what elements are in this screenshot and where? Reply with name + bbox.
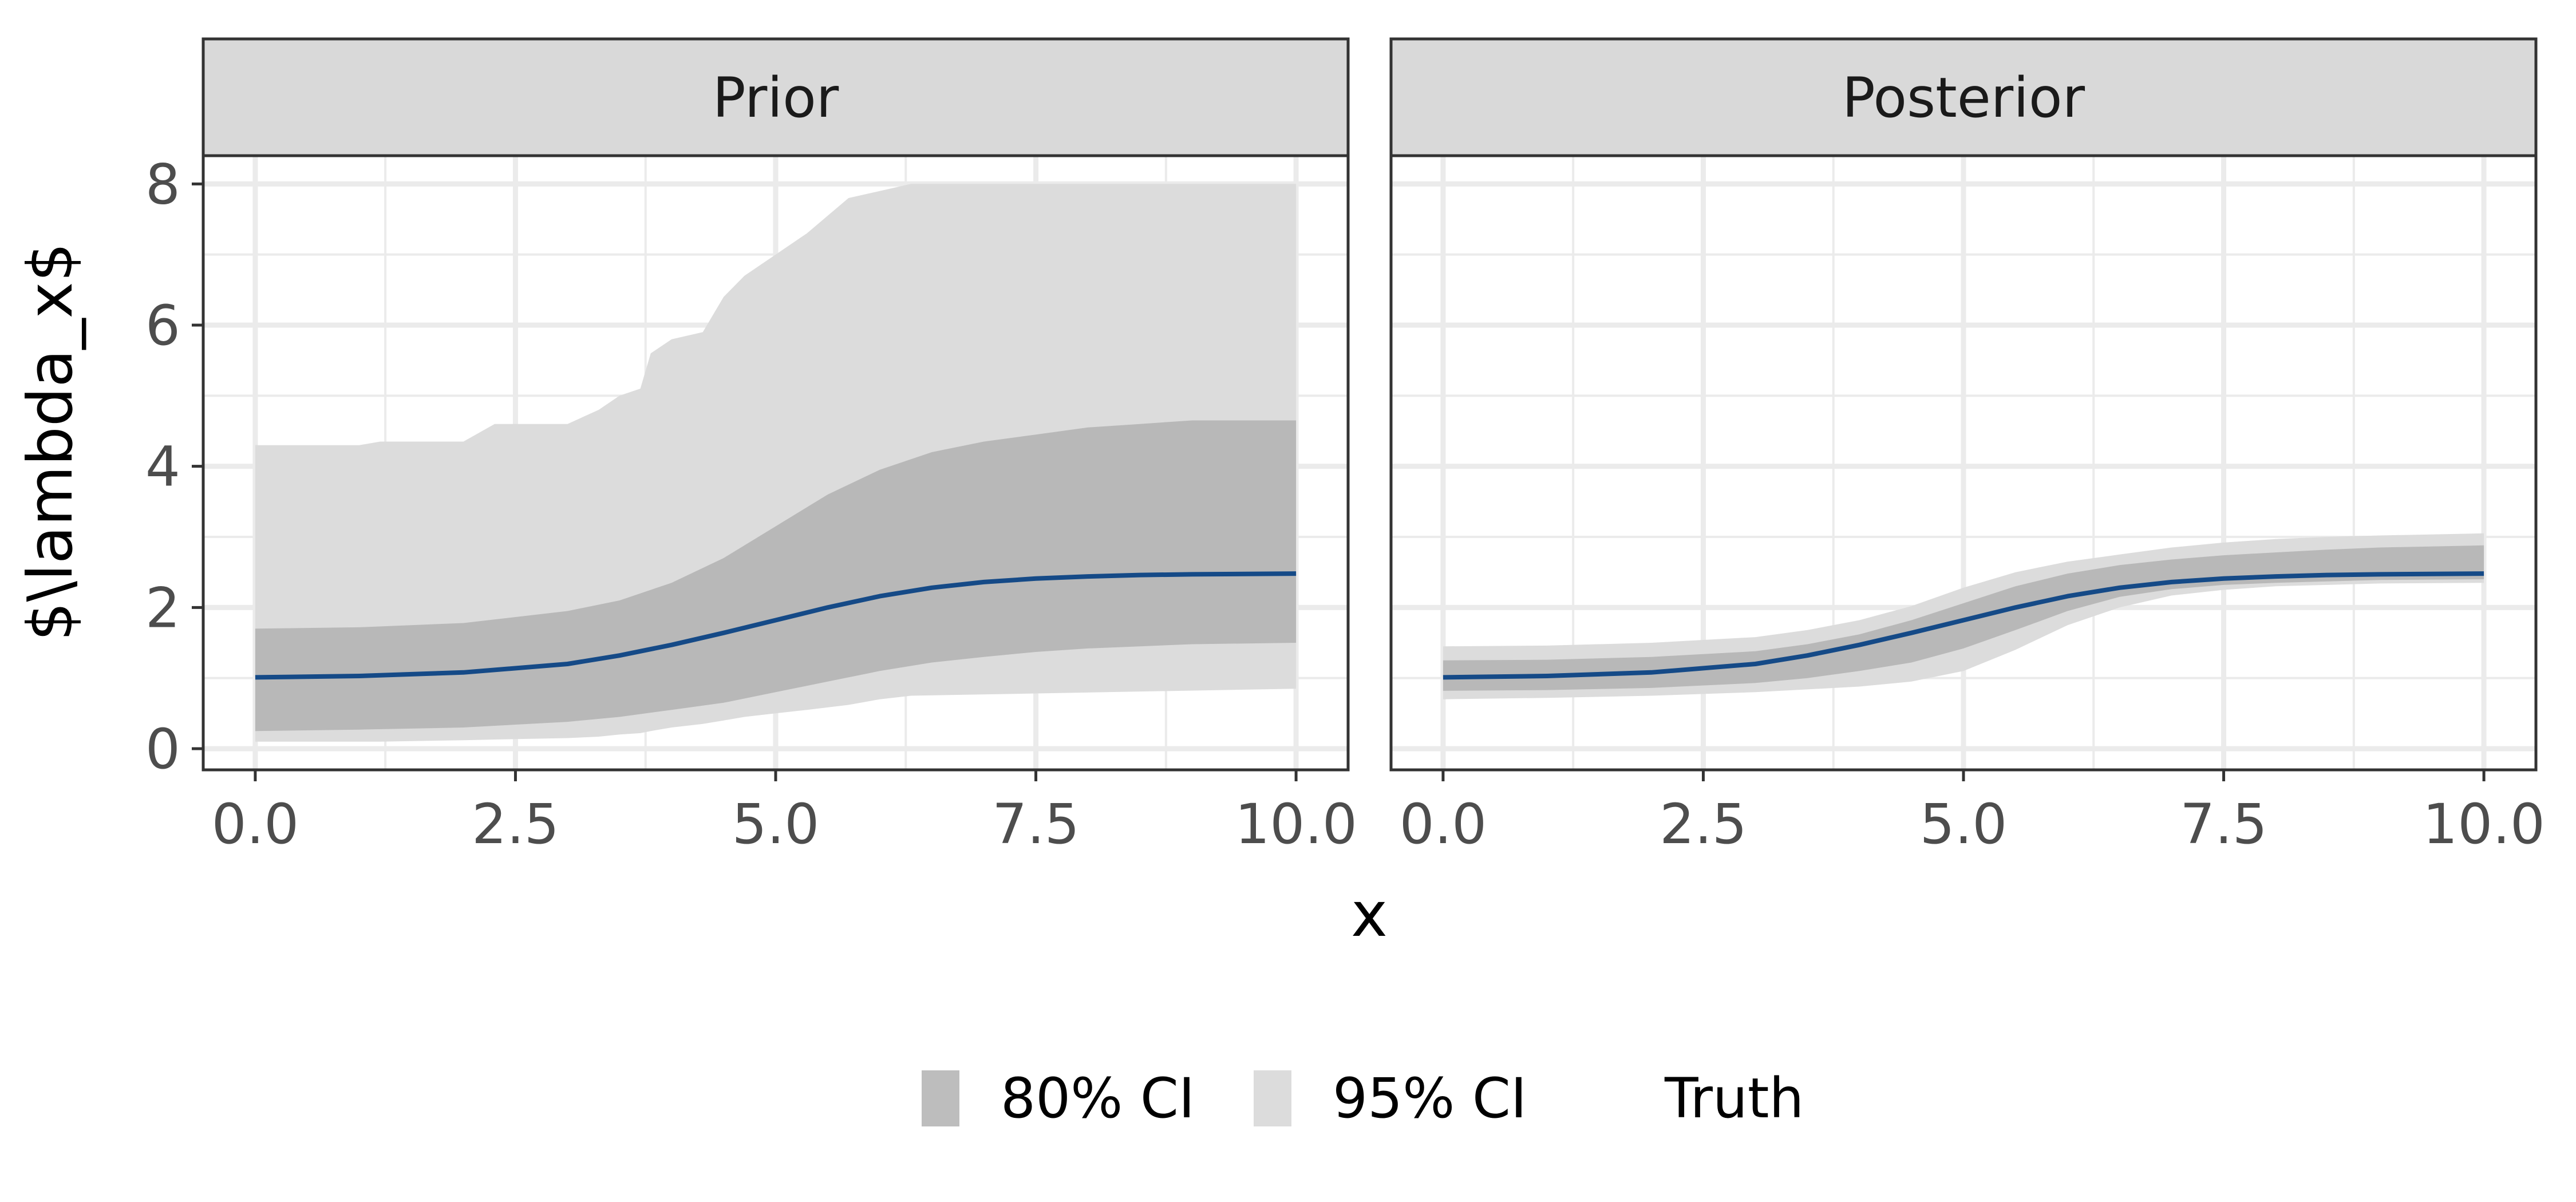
x-tick-label: 2.5: [1660, 792, 1747, 856]
x-tick-label: 5.0: [1920, 792, 2008, 856]
x-tick-label: 2.5: [472, 792, 559, 856]
ci80-band: [255, 420, 1297, 732]
y-axis-title: $\lambda_x$: [15, 243, 86, 641]
x-tick-label: 10.0: [2423, 792, 2545, 856]
legend-key-ci95: [1254, 1070, 1291, 1126]
panel-posterior: Posterior 0.0 2.5 5.0 7.5 10.0: [1389, 37, 2545, 856]
x-tick-label: 7.5: [992, 792, 1080, 856]
x-axis-title: x: [1351, 879, 1388, 951]
legend: 80% CI 95% CI Truth: [922, 1066, 1804, 1130]
legend-label: 80% CI: [1001, 1066, 1195, 1130]
x-tick-label: 5.0: [732, 792, 820, 856]
strip-label: Posterior: [1842, 66, 2085, 130]
y-tick-label: 2: [145, 576, 180, 640]
strip-background: [1389, 37, 2538, 157]
x-tick-label: 0.0: [212, 792, 299, 856]
strip-background: [202, 37, 1350, 157]
truth-line: [255, 571, 1297, 680]
y-tick-label: 6: [145, 294, 180, 358]
x-tick-label: 0.0: [1400, 792, 1487, 856]
x-tick-label: 7.5: [2180, 792, 2267, 856]
x-tick-label: 10.0: [1235, 792, 1357, 856]
legend-label: 95% CI: [1333, 1066, 1527, 1130]
y-tick-label: 0: [145, 717, 180, 781]
y-tick-label: 4: [145, 435, 180, 499]
strip-label: Prior: [713, 66, 839, 130]
panel-prior: Prior 0.0 2.5 5.0 7.5 10.0 0 2 4 6 8: [145, 37, 1357, 856]
legend-key-ci80: [922, 1070, 959, 1126]
legend-label: Truth: [1664, 1066, 1804, 1130]
y-tick-label: 8: [145, 152, 180, 216]
truth-line: [1443, 571, 2484, 680]
